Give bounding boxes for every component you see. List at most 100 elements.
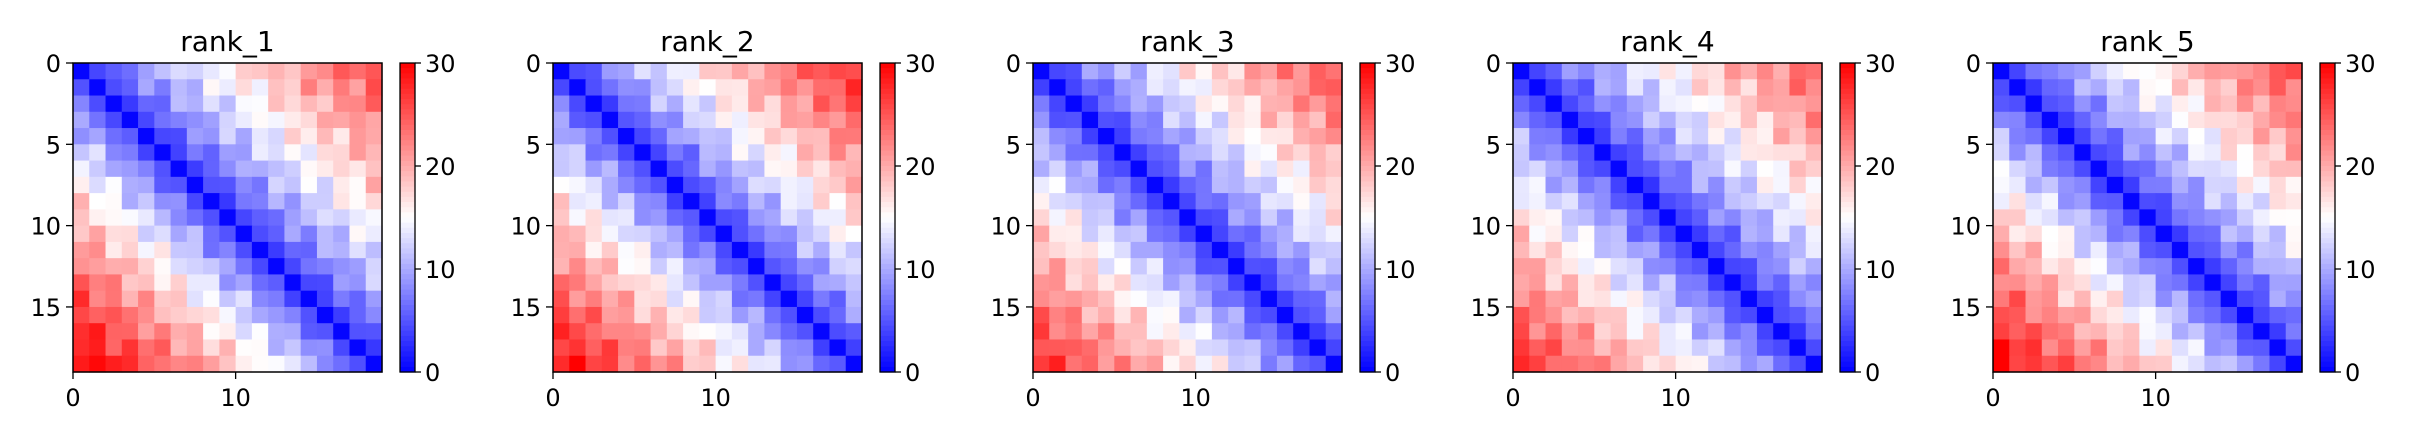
heatmap-cell <box>2074 274 2092 292</box>
colorbar-segment <box>2320 114 2335 121</box>
heatmap-cell <box>715 258 733 276</box>
heatmap-cell <box>666 193 684 210</box>
heatmap-cell <box>2074 63 2092 80</box>
heatmap-cell <box>1211 209 1229 227</box>
colorbar-segment <box>880 186 895 193</box>
colorbar-segment <box>1360 320 1375 327</box>
heatmap-cell <box>1610 111 1628 129</box>
heatmap-cell <box>569 111 587 129</box>
heatmap-cell <box>1293 355 1311 373</box>
heatmap-cell <box>2220 209 2238 227</box>
colorbar-segment <box>1360 186 1375 193</box>
heatmap-cell <box>251 306 269 324</box>
heatmap-cell <box>1643 290 1660 308</box>
heatmap-cell <box>585 160 603 178</box>
heatmap-cell <box>105 63 123 80</box>
heatmap-cell <box>316 323 334 341</box>
heatmap-cell <box>1244 258 1262 276</box>
heatmap-cell <box>1993 79 2010 97</box>
heatmap-cell <box>2253 306 2271 324</box>
heatmap-cell <box>1545 225 1563 243</box>
heatmap-cell <box>1789 176 1807 194</box>
heatmap-cell <box>845 128 863 145</box>
heatmap-cell <box>715 241 733 259</box>
colorbar-segment <box>1360 155 1375 162</box>
heatmap-cell <box>2106 274 2124 292</box>
heatmap-cell <box>1293 241 1311 259</box>
heatmap-cell <box>1594 63 1612 80</box>
heatmap-cell <box>2269 160 2287 178</box>
heatmap-cell <box>1276 209 1294 227</box>
heatmap-cell <box>1773 160 1791 178</box>
heatmap-cell <box>1561 111 1579 129</box>
heatmap-cell <box>1049 79 1067 97</box>
heatmap-cell <box>1561 95 1579 113</box>
heatmap-cell <box>2204 63 2222 80</box>
heatmap-cell <box>316 160 334 178</box>
heatmap-cell <box>1610 355 1628 373</box>
heatmap-cell <box>1325 290 1343 308</box>
colorbar-segment <box>2320 222 2335 229</box>
heatmap-cell <box>813 193 831 210</box>
colorbar-segment <box>2320 310 2335 316</box>
colorbar-segment <box>1360 63 1375 69</box>
heatmap-cell <box>601 241 619 259</box>
heatmap-cell <box>1756 160 1774 178</box>
colorbar-segment <box>1840 68 1855 74</box>
heatmap-cell <box>2171 63 2189 80</box>
colorbar-segment <box>880 289 895 296</box>
heatmap-frame <box>552 62 863 373</box>
heatmap-cell <box>2171 111 2189 129</box>
heatmap-cell <box>2269 79 2287 97</box>
heatmap-cell <box>284 209 302 227</box>
colorbar-segment <box>400 140 415 146</box>
heatmap-cell <box>1211 323 1229 341</box>
heatmap-cell <box>666 176 684 194</box>
colorbar-segment <box>2320 279 2335 286</box>
colorbar-segment <box>1840 222 1855 229</box>
heatmap-cell <box>1276 95 1294 113</box>
heatmap-cell <box>585 111 603 129</box>
heatmap-cell <box>268 95 286 113</box>
heatmap-cell <box>89 355 107 373</box>
heatmap-cell <box>2236 111 2254 129</box>
heatmap-cell <box>2236 209 2254 227</box>
heatmap-cell <box>1065 290 1083 308</box>
heatmap-cell <box>683 306 700 324</box>
heatmap-cell <box>2285 144 2303 162</box>
heatmap-cell <box>585 63 603 80</box>
heatmap-cell <box>251 193 269 210</box>
heatmap-cell <box>333 95 351 113</box>
heatmap-cell <box>1195 144 1213 162</box>
heatmap-cell <box>251 79 269 97</box>
colorbar-segment <box>1840 341 1855 347</box>
heatmap-cell <box>1211 193 1229 210</box>
heatmap-cell <box>1195 225 1213 243</box>
heatmap-cell <box>365 306 383 324</box>
heatmap-cell <box>780 274 798 292</box>
heatmap-cell <box>170 193 188 210</box>
heatmap-cell <box>251 144 269 162</box>
heatmap-cell <box>2269 258 2287 276</box>
heatmap-cell <box>1146 176 1164 194</box>
heatmap-cell <box>1708 63 1726 80</box>
heatmap-cell <box>731 128 749 145</box>
heatmap-cell <box>349 193 367 210</box>
heatmap-cell <box>333 63 351 80</box>
heatmap-cell <box>618 144 635 162</box>
heatmap-cell <box>569 79 587 97</box>
heatmap-cell <box>2041 258 2059 276</box>
heatmap-cell <box>1114 355 1132 373</box>
colorbar-segment <box>400 279 415 286</box>
heatmap-cell <box>1244 63 1262 80</box>
heatmap-cell <box>73 355 90 373</box>
heatmap-cell <box>268 144 286 162</box>
heatmap-cell <box>1643 111 1660 129</box>
heatmap-cell <box>1545 274 1563 292</box>
heatmap-cell <box>845 274 863 292</box>
heatmap-cell <box>1228 128 1246 145</box>
heatmap-cell <box>1276 128 1294 145</box>
heatmap-cell <box>618 225 635 243</box>
colorbar-segment <box>1840 315 1855 322</box>
heatmap-cell <box>73 144 90 162</box>
